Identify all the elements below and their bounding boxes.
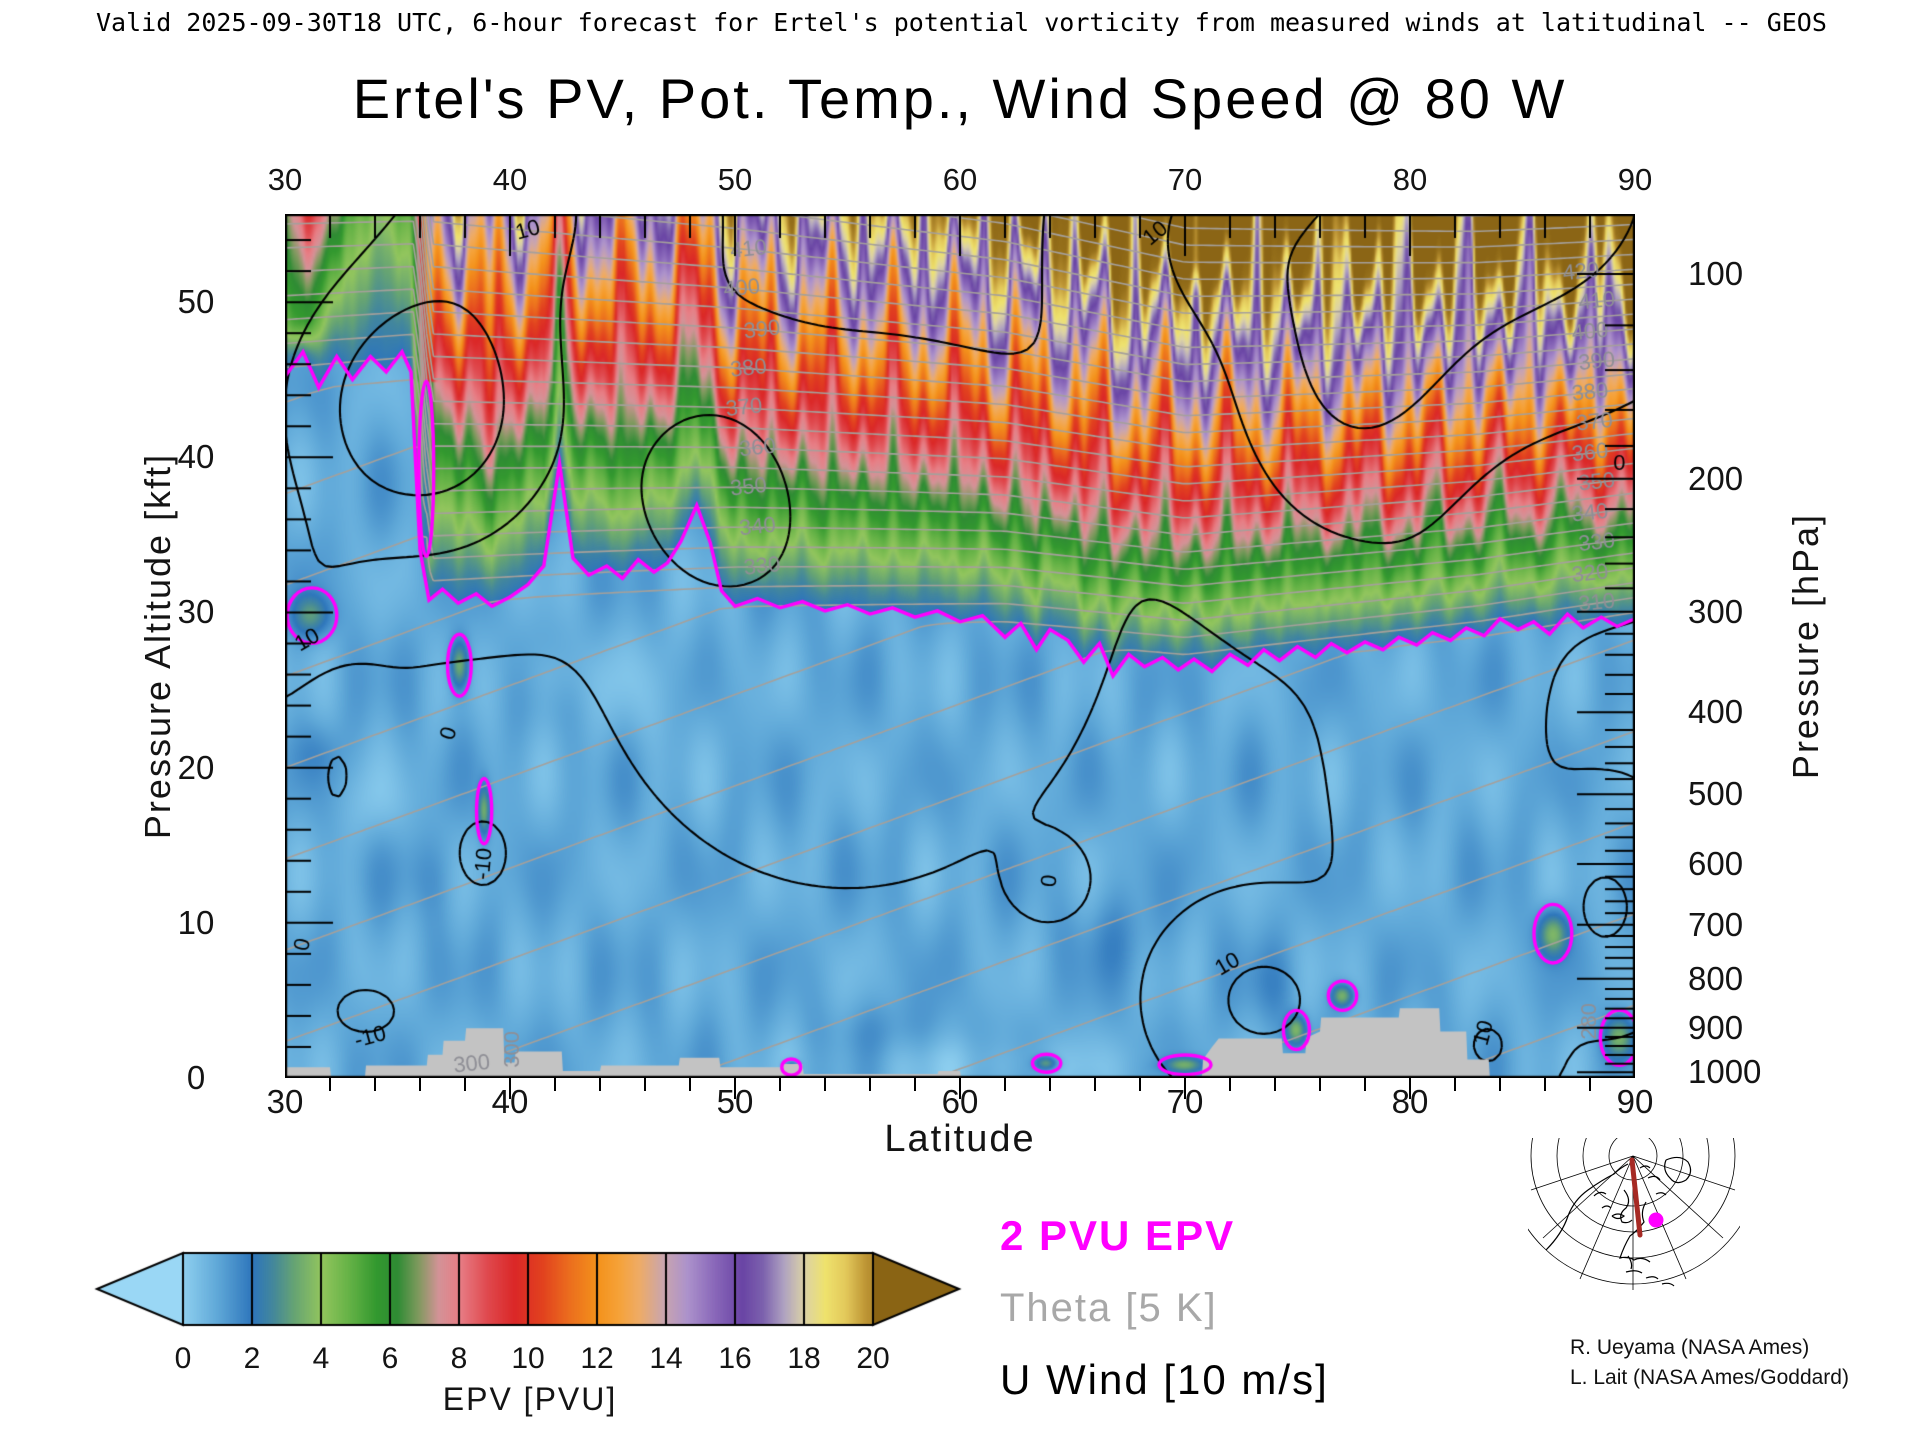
colorbar-tick-label: 18 [787,1342,821,1375]
x-bottom-tick-label: 30 [266,1083,304,1120]
legend-item-2pvu-epv: 2 PVU EPV [1000,1212,1236,1259]
right-axis-tick-label: 400 [1688,693,1744,731]
x-bottom-tick-mark [1229,1078,1231,1091]
left-axis-tick-label: 0 [186,1059,206,1096]
x-bottom-tick-mark [1274,1078,1276,1091]
x-bottom-tick-mark [464,1078,466,1091]
colorbar-tick-label: 10 [511,1342,545,1375]
right-axis-tick-label: 700 [1688,905,1744,943]
x-bottom-tick-mark [374,1078,376,1091]
x-bottom-tick-mark [509,1078,511,1099]
x-bottom-tick-mark [1589,1078,1591,1091]
x-top-tick-label: 90 [1617,162,1653,197]
x-top-tick-label: 30 [267,162,303,197]
left-axis-tick-label: 30 [177,593,215,631]
x-bottom-tick-mark [419,1078,421,1091]
x-bottom-tick-mark [1004,1078,1006,1091]
x-bottom-tick-mark [1094,1078,1096,1091]
x-bottom-tick-mark [779,1078,781,1091]
location-inset-map [1528,1138,1740,1290]
colorbar-title: EPV [PVU] [442,1381,618,1417]
x-axis-title: Latitude [884,1118,1036,1160]
pv-cross-section-canvas [285,214,1635,1078]
x-top-tick-label: 70 [1167,162,1203,197]
chart-title: Ertel's PV, Pot. Temp., Wind Speed @ 80 … [352,67,1568,130]
left-axis-title: Pressure Altitude [kft] [137,452,178,840]
x-top-tick-label: 80 [1392,162,1428,197]
x-bottom-tick-mark [689,1078,691,1091]
right-axis-tick-label: 300 [1688,592,1744,630]
colorbar-tick-label: 14 [649,1342,683,1375]
x-bottom-tick-mark [1184,1078,1186,1099]
colorbar-tick-label: 20 [856,1342,890,1375]
legend-item-u-wind: U Wind [10 m/s] [1000,1356,1329,1403]
credit-line-1: R. Ueyama (NASA Ames) [1570,1336,1810,1359]
x-top-tick-label: 50 [717,162,753,197]
right-axis-tick-label: 500 [1688,775,1744,813]
x-bottom-tick-mark [1454,1078,1456,1091]
x-bottom-tick-label: 90 [1616,1083,1654,1120]
x-bottom-tick-mark [914,1078,916,1091]
validity-note: Valid 2025-09-30T18 UTC, 6-hour forecast… [96,8,1827,37]
right-axis-tick-label: 900 [1688,1008,1744,1046]
colorbar-tick-label: 16 [718,1342,752,1375]
x-bottom-tick-mark [599,1078,601,1091]
x-bottom-tick-mark [1499,1078,1501,1091]
x-bottom-tick-mark [734,1078,736,1099]
colorbar-tick-label: 6 [381,1342,399,1375]
right-axis-tick-label: 600 [1688,844,1744,882]
x-bottom-tick-mark [1409,1078,1411,1099]
left-axis-tick-label: 40 [177,438,215,476]
x-bottom-tick-mark [959,1078,961,1099]
legend-item-theta: Theta [5 K] [1000,1286,1218,1330]
x-bottom-tick-mark [1049,1078,1051,1091]
x-bottom-tick-mark [1139,1078,1141,1091]
x-top-tick-label: 60 [942,162,978,197]
location-marker-dot [1648,1212,1664,1228]
colorbar-tick-label: 4 [312,1342,330,1375]
x-bottom-tick-mark [554,1078,556,1091]
left-axis-tick-label: 20 [177,748,215,786]
left-axis-tick-label: 50 [177,283,215,321]
x-top-tick-label: 40 [492,162,528,197]
x-bottom-tick-mark [1364,1078,1366,1091]
credit-line-2: L. Lait (NASA Ames/Goddard) [1570,1366,1849,1389]
x-bottom-tick-mark [869,1078,871,1091]
cross-section-line [1629,1157,1643,1238]
right-axis-tick-label: 200 [1688,459,1744,497]
colorbar-tick-label: 2 [243,1342,261,1375]
colorbar [85,1244,975,1336]
x-bottom-tick-mark [1319,1078,1321,1091]
map-coastlines [1545,1156,1692,1287]
right-axis-title: Pressure [hPa] [1785,512,1826,780]
colorbar-tick-label: 8 [450,1342,468,1375]
colorbar-tick-label: 12 [580,1342,614,1375]
x-bottom-tick-mark [1544,1078,1546,1091]
colorbar-tick-label: 0 [174,1342,192,1375]
right-axis-tick-label: 1000 [1688,1053,1762,1091]
right-axis-tick-label: 800 [1688,959,1744,997]
left-axis-tick-label: 10 [177,903,215,941]
x-bottom-tick-mark [329,1078,331,1091]
right-axis-tick-label: 100 [1688,255,1744,293]
x-bottom-tick-mark [824,1078,826,1091]
x-bottom-tick-mark [644,1078,646,1091]
